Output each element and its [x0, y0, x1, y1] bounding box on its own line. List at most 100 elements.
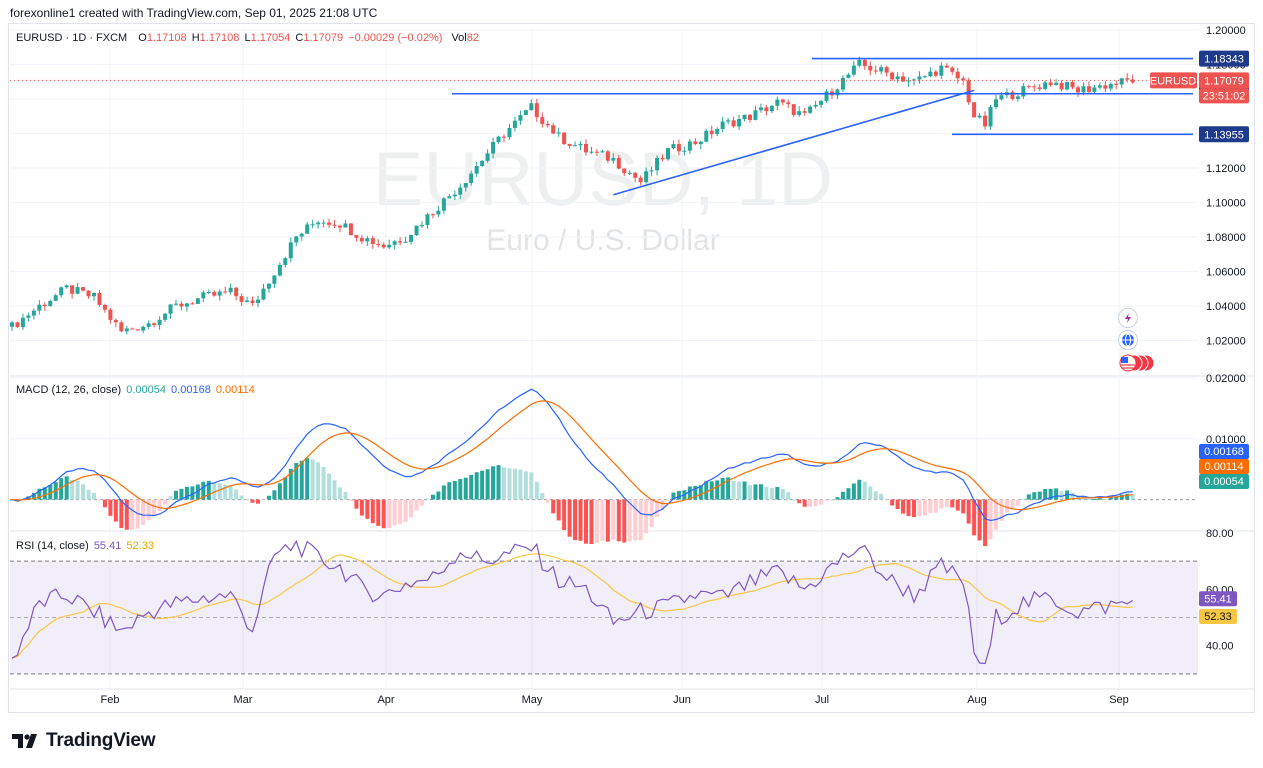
macd-histogram-bar — [392, 499, 397, 526]
candle-body — [950, 67, 955, 72]
macd-histogram-bar — [1097, 498, 1102, 500]
candle-body — [447, 196, 452, 199]
candle-body — [20, 317, 25, 328]
macd-histogram-bar — [775, 487, 780, 500]
macd-histogram-bar — [436, 491, 441, 500]
macd-histogram-bar — [720, 478, 725, 500]
macd-histogram-bar — [256, 499, 260, 504]
macd-histogram-bar — [305, 458, 310, 500]
candle-body — [1054, 82, 1059, 86]
candle-body — [715, 129, 720, 135]
candle-body — [846, 74, 851, 78]
time-tick-label: Jul — [815, 694, 829, 706]
candle-body — [666, 148, 670, 160]
candle-body — [463, 182, 468, 188]
candle-body — [354, 235, 359, 238]
rsi-tick-label: 80.00 — [1206, 528, 1234, 540]
countdown-label: 23:51:02 — [1203, 90, 1246, 102]
macd-histogram-bar — [86, 489, 91, 500]
macd-histogram-bar — [370, 499, 375, 524]
candle-body — [365, 238, 370, 242]
legend-vol: 82 — [466, 32, 479, 44]
macd-histogram-bar — [157, 499, 162, 511]
candle-body — [797, 111, 802, 116]
candle-body — [256, 299, 260, 303]
horizontal-levels[interactable] — [10, 57, 1198, 196]
macd-histogram-bar — [338, 487, 342, 500]
candle-body — [988, 107, 993, 127]
candle-body — [239, 296, 244, 303]
candle-body — [1114, 83, 1119, 85]
candle-body — [469, 173, 474, 183]
credit-text: forexonline1 created with TradingView.co… — [10, 6, 378, 20]
macd-histogram-bar — [644, 499, 649, 534]
globe-icon[interactable] — [1118, 330, 1138, 350]
macd-histogram-bar — [447, 482, 452, 500]
time-tick-label: Feb — [101, 694, 120, 706]
candle-body — [605, 151, 610, 161]
macd-value-label: 0.00114 — [1205, 461, 1244, 473]
level-price-tag — [1199, 50, 1249, 67]
candle-body — [381, 244, 386, 248]
rsi-tick-label: 40.00 — [1206, 641, 1234, 653]
candle-body — [184, 303, 189, 307]
macd-histogram-bar — [1086, 499, 1091, 501]
macd-histogram-bar — [687, 486, 692, 500]
macd-histogram-bar — [523, 471, 528, 500]
candle-body — [398, 241, 403, 243]
candle-body — [190, 303, 195, 305]
lightning-icon[interactable] — [1118, 308, 1138, 328]
macd-histogram-bar — [950, 499, 955, 508]
candle-body — [102, 304, 107, 310]
macd-histogram-bar — [890, 499, 895, 506]
macd-histogram-bar — [365, 499, 370, 519]
chart-frame — [8, 23, 1255, 713]
macd-histogram-bar — [113, 499, 118, 522]
macd-histogram-bar — [742, 481, 747, 500]
legend-symbol: EURUSD · 1D · FXCM — [16, 32, 128, 44]
candle-body — [59, 287, 64, 296]
macd-histogram-bar — [622, 499, 627, 543]
macd-histogram-bar — [70, 479, 75, 500]
macd-histogram-bar — [605, 499, 610, 542]
macd-histogram-bar — [1021, 498, 1026, 500]
macd-histogram-bar — [556, 499, 561, 521]
tradingview-logo[interactable]: TradingView — [12, 730, 156, 752]
candle-body — [709, 130, 714, 135]
legend-change: −0.00029 (−0.02%) — [348, 32, 443, 44]
macd-histogram-bar — [261, 499, 266, 501]
us-flag-icon[interactable] — [1116, 353, 1156, 373]
current-price-label: 1.17079 — [1204, 75, 1244, 87]
candle-body — [939, 65, 944, 76]
candle-body — [518, 115, 523, 121]
macd-histogram-bar — [835, 497, 840, 500]
candle-body — [676, 144, 681, 152]
macd-histogram-bar — [245, 499, 250, 501]
rsi-band — [10, 560, 1198, 675]
macd-histogram-bar — [666, 499, 670, 501]
candle-body — [250, 300, 255, 303]
candle-body — [868, 65, 873, 71]
candle-body — [272, 275, 277, 284]
candle-body — [1092, 87, 1097, 92]
candle-body — [491, 142, 496, 154]
macd-histogram-bar — [502, 467, 506, 500]
candle-body — [338, 225, 342, 228]
candle-body — [108, 309, 113, 320]
macd-histogram-bar — [480, 470, 485, 500]
candle-body — [545, 123, 550, 126]
time-tick-label: Jun — [673, 694, 691, 706]
macd-histogram-bar — [108, 499, 113, 516]
macd-histogram-bar — [518, 469, 523, 500]
rsi-label: RSI (14, close) — [16, 540, 89, 552]
macd-histogram-bar — [359, 499, 364, 516]
macd-histogram-bar — [862, 481, 867, 500]
candle-body — [906, 80, 911, 82]
macd-histogram-bar — [813, 499, 818, 507]
macd-histogram-bar — [529, 472, 534, 500]
candle-body — [299, 233, 304, 237]
macd-histogram-bar — [387, 499, 392, 528]
macd-histogram-bar — [704, 481, 709, 500]
macd-histogram-bar — [452, 481, 457, 500]
